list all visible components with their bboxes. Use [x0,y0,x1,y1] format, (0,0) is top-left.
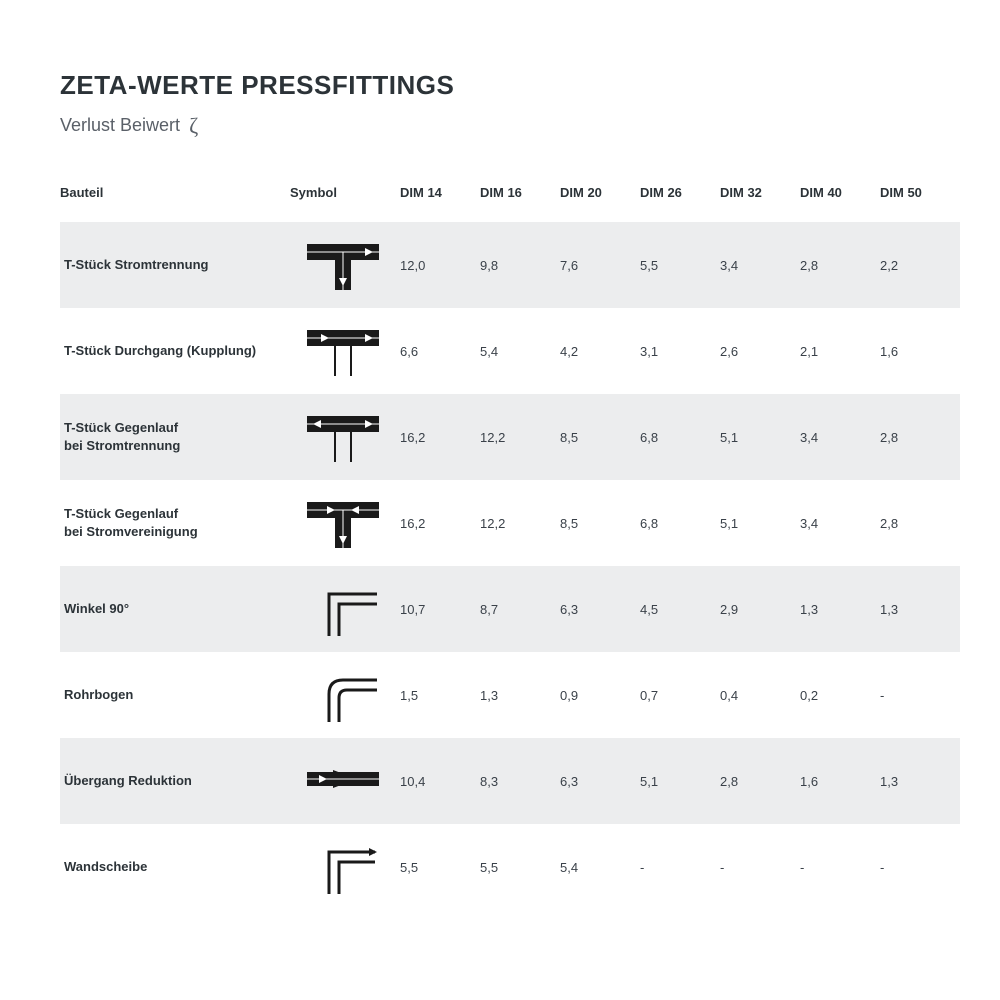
col-dim50: DIM 50 [880,185,960,222]
value-cell: 10,4 [400,738,480,824]
col-bauteil: Bauteil [60,185,290,222]
value-cell: 0,9 [560,652,640,738]
value-cell: 0,7 [640,652,720,738]
row-name: Rohrbogen [60,652,290,738]
value-cell: 2,8 [880,394,960,480]
value-cell: 8,5 [560,394,640,480]
value-cell: 8,3 [480,738,560,824]
row-name: Übergang Reduktion [60,738,290,824]
value-cell: 2,6 [720,308,800,394]
t-split-down-icon [290,222,400,308]
table-row: T-Stück Durchgang (Kupplung) 6,65,44,23,1… [60,308,960,394]
value-cell: 8,5 [560,480,640,566]
value-cell: 1,3 [880,566,960,652]
value-cell: 1,3 [480,652,560,738]
value-cell: 1,5 [400,652,480,738]
table-header-row: Bauteil Symbol DIM 14 DIM 16 DIM 20 DIM … [60,185,960,222]
value-cell: 2,9 [720,566,800,652]
value-cell: 12,2 [480,480,560,566]
value-cell: - [640,824,720,910]
value-cell: 5,4 [560,824,640,910]
value-cell: 2,2 [880,222,960,308]
zeta-table: Bauteil Symbol DIM 14 DIM 16 DIM 20 DIM … [60,185,960,910]
value-cell: 3,4 [800,394,880,480]
value-cell: 1,3 [800,566,880,652]
value-cell: - [720,824,800,910]
value-cell: 16,2 [400,394,480,480]
value-cell: 8,7 [480,566,560,652]
col-dim26: DIM 26 [640,185,720,222]
zeta-symbol: ζ [189,113,198,139]
value-cell: 6,8 [640,480,720,566]
row-name: Winkel 90° [60,566,290,652]
value-cell: 6,8 [640,394,720,480]
value-cell: 2,8 [720,738,800,824]
value-cell: 1,3 [880,738,960,824]
value-cell: 3,4 [800,480,880,566]
value-cell: - [880,652,960,738]
value-cell: 3,4 [720,222,800,308]
value-cell: 6,3 [560,738,640,824]
subtitle-text: Verlust Beiwert [60,115,180,135]
value-cell: 5,5 [400,824,480,910]
value-cell: 2,8 [800,222,880,308]
elbow-sharp-icon [290,566,400,652]
col-dim16: DIM 16 [480,185,560,222]
value-cell: 9,8 [480,222,560,308]
row-name: Wandscheibe [60,824,290,910]
value-cell: 6,6 [400,308,480,394]
value-cell: 3,1 [640,308,720,394]
table-row: Rohrbogen 1,51,30,90,70,40,2- [60,652,960,738]
value-cell: 4,5 [640,566,720,652]
value-cell: 16,2 [400,480,480,566]
value-cell: 5,4 [480,308,560,394]
row-name: T-Stück Stromtrennung [60,222,290,308]
value-cell: - [800,824,880,910]
value-cell: 10,7 [400,566,480,652]
value-cell: 4,2 [560,308,640,394]
value-cell: 5,1 [720,480,800,566]
value-cell: 5,1 [640,738,720,824]
value-cell: 5,5 [640,222,720,308]
table-row: Übergang Reduktion 10,48,36,35,12,81,61,3 [60,738,960,824]
page-title: ZETA-WERTE PRESSFITTINGS [60,70,960,101]
value-cell: 0,4 [720,652,800,738]
elbow-round-icon [290,652,400,738]
row-name: T-Stück Durchgang (Kupplung) [60,308,290,394]
value-cell: 0,2 [800,652,880,738]
value-cell: 7,6 [560,222,640,308]
subtitle: Verlust Beiwert ζ [60,111,960,137]
value-cell: 12,0 [400,222,480,308]
col-dim14: DIM 14 [400,185,480,222]
value-cell: 12,2 [480,394,560,480]
table-row: Winkel 90°10,78,76,34,52,91,31,3 [60,566,960,652]
col-dim20: DIM 20 [560,185,640,222]
value-cell: 6,3 [560,566,640,652]
t-counter-split-icon [290,394,400,480]
value-cell: 2,8 [880,480,960,566]
value-cell: 1,6 [880,308,960,394]
table-row: T-Stück Gegenlaufbei Stromvereinigung 16,… [60,480,960,566]
row-name: T-Stück Gegenlaufbei Stromvereinigung [60,480,290,566]
value-cell: 2,1 [800,308,880,394]
table-row: T-Stück Gegenlaufbei Stromtrennung 16,212… [60,394,960,480]
col-dim32: DIM 32 [720,185,800,222]
value-cell: 5,1 [720,394,800,480]
reducer-icon [290,738,400,824]
value-cell: - [880,824,960,910]
value-cell: 1,6 [800,738,880,824]
value-cell: 5,5 [480,824,560,910]
table-row: T-Stück Stromtrennung 12,09,87,65,53,42,8… [60,222,960,308]
col-symbol: Symbol [290,185,400,222]
col-dim40: DIM 40 [800,185,880,222]
table-row: Wandscheibe5,55,55,4---- [60,824,960,910]
row-name: T-Stück Gegenlaufbei Stromtrennung [60,394,290,480]
t-counter-merge-icon [290,480,400,566]
t-through-icon [290,308,400,394]
wall-elbow-icon [290,824,400,910]
